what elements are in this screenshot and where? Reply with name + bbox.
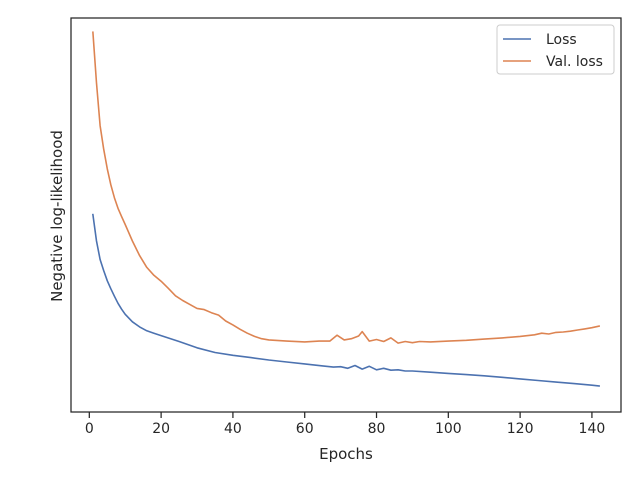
x-tick-label: 120	[507, 421, 534, 437]
y-axis-label: Negative log-likelihood	[48, 130, 66, 302]
x-tick-label: 100	[435, 421, 462, 437]
x-tick-label: 140	[579, 421, 606, 437]
plot-area	[70, 17, 622, 413]
axes-frame	[70, 17, 622, 413]
legend-label-2: Val. loss	[546, 54, 603, 70]
legend-label-1: Loss	[546, 32, 577, 48]
x-tick-label: 40	[224, 421, 242, 437]
series-line-2	[92, 31, 601, 344]
legend: Loss Val. loss	[496, 24, 615, 75]
series-line-1	[91, 213, 600, 387]
x-tick-label: 80	[368, 421, 386, 437]
x-axis: 0 20 40 60 80 100 120 140	[85, 412, 605, 437]
x-tick-label: 0	[85, 421, 94, 437]
x-axis-label: Epochs	[319, 445, 373, 463]
x-tick-label: 60	[296, 421, 314, 437]
x-tick-label: 20	[152, 421, 170, 437]
